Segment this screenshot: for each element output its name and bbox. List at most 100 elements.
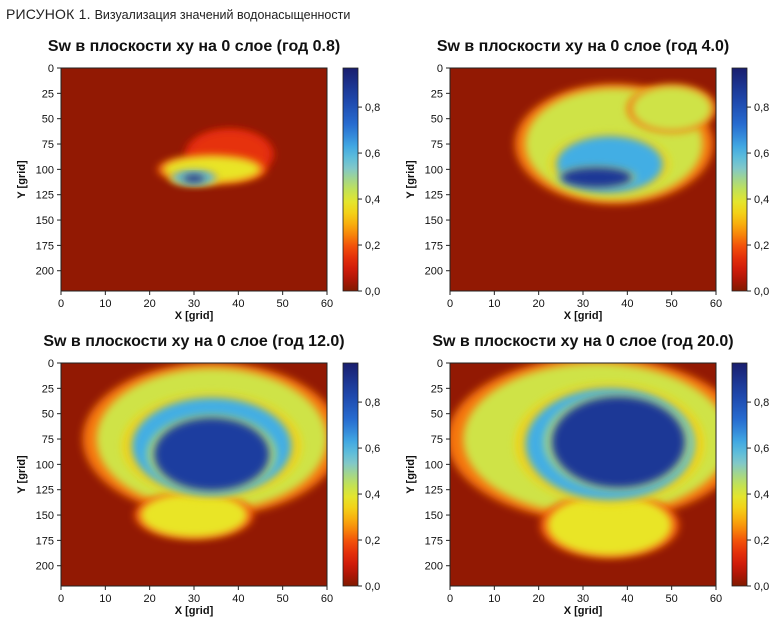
y-tick-label: 25 (431, 88, 443, 100)
y-tick-label: 75 (42, 139, 54, 151)
colorbar-tick-label: 0,4 (365, 194, 380, 206)
chart-panel-2: Sw в плоскости xy на 0 слое (год 12.0) 0… (0, 333, 388, 633)
y-tick-label: 100 (425, 164, 443, 176)
heatmap-field (514, 83, 716, 205)
y-tick-label: 0 (48, 358, 54, 370)
y-tick-label: 75 (431, 139, 443, 151)
y-tick-label: 125 (425, 485, 443, 497)
y-tick-label: 200 (36, 561, 54, 573)
x-tick-label: 10 (99, 593, 111, 605)
colorbar-tick-label: 0,6 (754, 148, 769, 160)
heatmap-blob (182, 174, 206, 183)
colorbar-tick-label: 0,2 (754, 535, 769, 547)
y-tick-label: 150 (425, 510, 443, 522)
y-tick-label: 175 (425, 535, 443, 547)
x-axis-label: X [grid] (564, 605, 603, 617)
heatmap-blob (560, 167, 632, 188)
y-tick-label: 125 (36, 190, 54, 202)
colorbar-tick-label: 0,4 (754, 194, 769, 206)
colorbar-tick-label: 0,6 (365, 443, 380, 455)
y-tick-label: 125 (425, 190, 443, 202)
heatmap-blob (547, 494, 672, 556)
heatmap-field (157, 128, 275, 186)
colorbar-tick-label: 0,6 (365, 148, 380, 160)
heatmap-svg: 0 10 20 30 40 50 60 0 25 50 75 100 125 150 175 200 X [gr… (405, 358, 769, 617)
y-tick-label: 0 (437, 63, 443, 75)
y-tick-label: 125 (36, 485, 54, 497)
y-tick-label: 50 (42, 114, 54, 126)
heatmap-svg: 0 10 20 30 40 50 60 0 25 50 75 100 125 150 175 200 X [gr… (16, 358, 380, 617)
y-tick-label: 175 (36, 535, 54, 547)
y-axis-label: Y [grid] (16, 160, 28, 199)
y-tick-label: 50 (42, 409, 54, 421)
x-tick-label: 0 (447, 593, 453, 605)
heatmap-svg: 0 10 20 30 40 50 60 0 25 50 75 100 125 150 175 200 X [gr… (16, 63, 380, 322)
colorbar-tick-label: 0,8 (754, 102, 769, 114)
y-tick-label: 175 (36, 240, 54, 252)
x-tick-label: 60 (710, 298, 722, 310)
chart-panel-1: Sw в плоскости xy на 0 слое (год 4.0) 0 1… (389, 38, 777, 338)
colorbar-tick-label: 0,2 (365, 240, 380, 252)
x-tick-label: 10 (488, 298, 500, 310)
y-tick-label: 100 (36, 459, 54, 471)
colorbar-tick-label: 0,0 (754, 581, 769, 593)
chart-title: Sw в плоскости xy на 0 слое (год 0.8) (47, 38, 341, 55)
x-tick-label: 30 (188, 298, 200, 310)
x-axis-label: X [grid] (564, 310, 603, 322)
y-tick-label: 150 (425, 215, 443, 227)
x-axis-label: X [grid] (175, 605, 214, 617)
colorbar-tick-label: 0,0 (365, 581, 380, 593)
y-tick-label: 75 (431, 434, 443, 446)
chart-panel-3: Sw в плоскости xy на 0 слое (год 20.0) 0… (389, 333, 777, 633)
x-tick-label: 60 (321, 298, 333, 310)
x-tick-label: 40 (621, 593, 633, 605)
colorbar-tick-label: 0,0 (365, 286, 380, 298)
colorbar (731, 67, 748, 292)
colorbar (731, 362, 748, 587)
x-tick-label: 40 (232, 298, 244, 310)
x-tick-label: 0 (447, 298, 453, 310)
y-tick-label: 200 (36, 266, 54, 278)
colorbar-tick-label: 0,8 (365, 397, 380, 409)
y-tick-label: 100 (425, 459, 443, 471)
x-tick-label: 40 (621, 298, 633, 310)
chart-title: Sw в плоскости xy на 0 слое (год 12.0) (43, 333, 345, 350)
colorbar (342, 67, 359, 292)
y-tick-label: 175 (425, 240, 443, 252)
x-tick-label: 10 (99, 298, 111, 310)
chart-title: Sw в плоскости xy на 0 слое (год 4.0) (436, 38, 730, 55)
x-tick-label: 40 (232, 593, 244, 605)
figure-caption-text: Визуализация значений водонасыщенности (94, 8, 351, 22)
x-axis-label: X [grid] (175, 310, 214, 322)
y-tick-label: 50 (431, 409, 443, 421)
x-tick-label: 30 (188, 593, 200, 605)
x-tick-label: 60 (321, 593, 333, 605)
heatmap-field (82, 363, 327, 540)
y-tick-label: 75 (42, 434, 54, 446)
x-tick-label: 20 (144, 593, 156, 605)
y-tick-label: 200 (425, 266, 443, 278)
y-tick-label: 200 (425, 561, 443, 573)
colorbar-tick-label: 0,2 (365, 535, 380, 547)
heatmap-svg: 0 10 20 30 40 50 60 0 25 50 75 100 125 150 175 200 X [gr… (405, 63, 769, 322)
colorbar (342, 362, 359, 587)
chart-panel-0: Sw в плоскости xy на 0 слое (год 0.8) 0 1… (0, 38, 388, 338)
x-tick-label: 50 (666, 593, 678, 605)
heatmap-field (450, 363, 716, 559)
chart-title: Sw в плоскости xy на 0 слое (год 20.0) (432, 333, 734, 350)
x-tick-label: 0 (58, 298, 64, 310)
x-tick-label: 50 (666, 298, 678, 310)
heatmap-blob (631, 86, 712, 131)
heatmap-blob (551, 396, 685, 488)
x-tick-label: 50 (277, 298, 289, 310)
figure-label: РИСУНОК 1. (6, 6, 91, 22)
x-tick-label: 20 (533, 298, 545, 310)
x-tick-label: 30 (577, 298, 589, 310)
y-tick-label: 25 (42, 88, 54, 100)
colorbar-tick-label: 0,4 (754, 489, 769, 501)
figure-caption: РИСУНОК 1. Визуализация значений водонас… (6, 6, 350, 22)
x-tick-label: 20 (533, 593, 545, 605)
x-tick-label: 60 (710, 593, 722, 605)
y-tick-label: 0 (437, 358, 443, 370)
x-tick-label: 10 (488, 593, 500, 605)
